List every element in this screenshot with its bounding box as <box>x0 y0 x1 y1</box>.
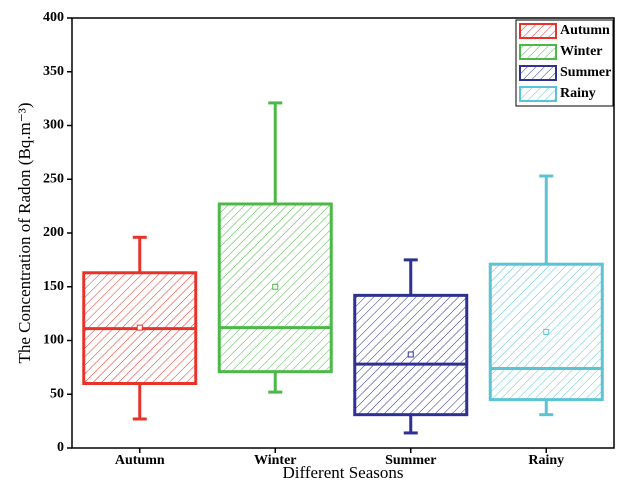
mean-marker <box>272 283 279 290</box>
y-tick-label: 50 <box>50 386 64 401</box>
legend-swatch <box>519 86 557 102</box>
x-tick-label: Summer <box>385 453 436 468</box>
mean-marker <box>136 324 143 331</box>
y-tick-label: 100 <box>43 333 64 348</box>
mean-marker <box>407 351 414 358</box>
y-tick-label: 200 <box>43 225 64 240</box>
x-tick-label: Rainy <box>528 453 564 468</box>
legend-swatch <box>519 23 557 39</box>
x-tick-label: Autumn <box>115 453 165 468</box>
plot-frame <box>71 17 615 449</box>
x-axis-label: Different Seasons <box>282 463 403 482</box>
legend-label: Autumn <box>560 23 610 38</box>
y-tick-label: 400 <box>43 10 64 25</box>
y-axis-label: The Concentration of Radon (Bq.m⁻³) <box>15 103 34 364</box>
legend-label: Summer <box>560 65 611 80</box>
y-tick-label: 0 <box>57 440 64 455</box>
mean-marker <box>543 328 550 335</box>
x-tick-label: Winter <box>254 453 297 468</box>
legend-label: Rainy <box>560 86 596 101</box>
legend-swatch <box>519 44 557 60</box>
y-tick-label: 300 <box>43 118 64 133</box>
legend-label: Winter <box>560 44 603 59</box>
legend-swatch <box>519 65 557 81</box>
y-tick-label: 150 <box>43 279 64 294</box>
y-tick-label: 250 <box>43 171 64 186</box>
y-tick-label: 350 <box>43 64 64 79</box>
